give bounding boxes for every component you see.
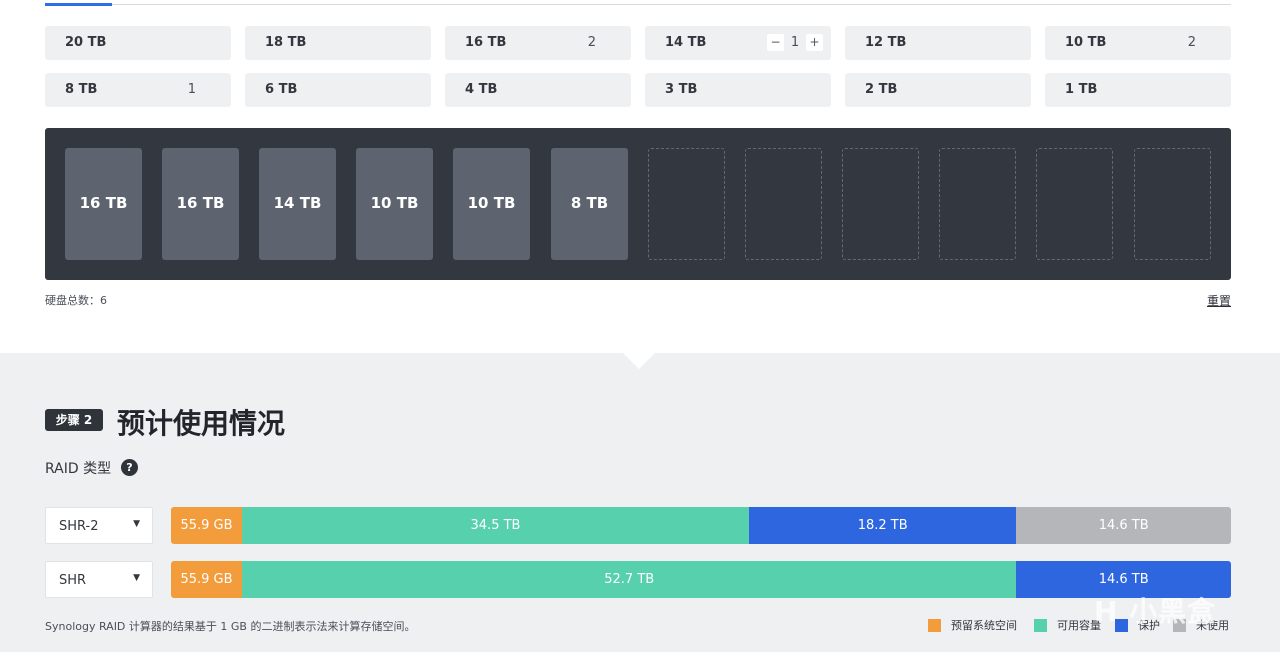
usage-segment-protection: 18.2 TB [748,507,1017,544]
drive-slot-label: 10 TB [467,194,516,212]
legend-swatch [1115,618,1128,632]
disk-size-3tb[interactable]: 3 TB [645,73,831,107]
help-icon[interactable]: ? [121,459,138,476]
legend-reserved: 预留系统空间 [928,617,1017,633]
disk-size-label: 1 TB [1065,82,1098,97]
legend-swatch [1034,618,1047,632]
disk-size-label: 16 TB [465,35,507,50]
minus-button[interactable]: − [767,34,784,51]
plus-button[interactable]: + [806,34,823,51]
empty-drive-slot [745,148,822,260]
legend-available: 可用容量 [1034,617,1101,633]
legend-protection: 保护 [1115,617,1160,633]
legend-swatch [928,618,941,632]
disk-size-4tb[interactable]: 4 TB [445,73,631,107]
stepper-value: 1 [790,35,800,50]
empty-drive-slot [842,148,919,260]
disk-size-label: 10 TB [1065,35,1107,50]
step-badge: 步骤 2 [45,409,103,431]
disk-size-label: 14 TB [665,35,707,50]
legend-unused: 未使用 [1173,617,1229,633]
raid-select-value: SHR-2 [59,519,99,534]
usage-segment-unused: 14.6 TB [1016,507,1231,544]
quantity-stepper: − 1 + [767,34,823,51]
disk-size-12tb[interactable]: 12 TB [845,26,1031,60]
drive-slot-label: 16 TB [79,194,128,212]
drive-slot-4[interactable]: 10 TB [356,148,433,260]
disk-count: 2 [587,35,596,50]
caret-down-icon: ▼ [133,519,140,529]
drive-slot-1[interactable]: 16 TB [65,148,142,260]
disk-size-1tb[interactable]: 1 TB [1045,73,1231,107]
tab-active-indicator [45,3,112,6]
drive-slot-label: 10 TB [370,194,419,212]
disk-total-value: 6 [100,294,107,307]
disk-size-label: 3 TB [665,82,698,97]
disk-size-label: 12 TB [865,35,907,50]
empty-drive-slot [939,148,1016,260]
legend-label: 可用容量 [1057,619,1101,632]
usage-segment-available: 52.7 TB [242,561,1017,598]
drive-slot-5[interactable]: 10 TB [453,148,530,260]
disk-size-label: 20 TB [65,35,107,50]
raid-select-value: SHR [59,573,87,588]
empty-drive-slot [1036,148,1113,260]
drive-bay: 16 TB 16 TB 14 TB 10 TB 10 TB 8 TB [45,128,1231,280]
reset-link[interactable]: 重置 [1206,294,1231,308]
section-pointer [623,353,655,369]
disk-count: 1 [187,82,196,97]
disk-total-label: 硬盘总数： [45,294,100,307]
drive-slot-label: 14 TB [273,194,322,212]
drive-slot-label: 8 TB [570,194,609,212]
usage-segment-reserved: 55.9 GB [171,507,242,544]
legend-label: 预留系统空间 [951,619,1017,632]
disk-count: 2 [1187,35,1196,50]
disk-size-label: 4 TB [465,82,498,97]
disk-size-10tb[interactable]: 10 TB 2 [1045,26,1231,60]
footnote: Synology RAID 计算器的结果基于 1 GB 的二进制表示法来计算存储… [45,620,416,633]
legend-label: 保护 [1138,619,1160,632]
raid-type-label: RAID 类型 [45,461,112,477]
disk-size-18tb[interactable]: 18 TB [245,26,431,60]
legend-label: 未使用 [1196,619,1229,632]
disk-total: 硬盘总数：6 [45,292,107,308]
disk-size-2tb[interactable]: 2 TB [845,73,1031,107]
disk-size-label: 6 TB [265,82,298,97]
disk-size-label: 18 TB [265,35,307,50]
tab-underline [45,4,1231,5]
disk-size-14tb[interactable]: 14 TB − 1 + [645,26,831,60]
usage-segment-reserved: 55.9 GB [171,561,242,598]
usage-segment-available: 34.5 TB [242,507,749,544]
disk-size-8tb[interactable]: 8 TB 1 [45,73,231,107]
disk-size-6tb[interactable]: 6 TB [245,73,431,107]
disk-size-16tb[interactable]: 16 TB 2 [445,26,631,60]
usage-bar: 55.9 GB 52.7 TB 14.6 TB [171,561,1231,598]
usage-segment-protection: 14.6 TB [1016,561,1231,598]
usage-bar: 55.9 GB 34.5 TB 18.2 TB 14.6 TB [171,507,1231,544]
caret-down-icon: ▼ [133,573,140,583]
drive-slot-6[interactable]: 8 TB [551,148,628,260]
disk-size-label: 2 TB [865,82,898,97]
section-title: 预计使用情况 [117,407,286,440]
raid-select[interactable]: SHR-2 ▼ [45,507,153,544]
watermark-logo: H 小黑盒 [1094,595,1217,628]
empty-drive-slot [648,148,725,260]
disk-size-label: 8 TB [65,82,98,97]
disk-size-20tb[interactable]: 20 TB [45,26,231,60]
drive-slot-3[interactable]: 14 TB [259,148,336,260]
usage-section [0,353,1280,652]
legend-swatch [1173,618,1186,632]
raid-select[interactable]: SHR ▼ [45,561,153,598]
drive-slot-2[interactable]: 16 TB [162,148,239,260]
drive-slot-label: 16 TB [176,194,225,212]
empty-drive-slot [1134,148,1211,260]
